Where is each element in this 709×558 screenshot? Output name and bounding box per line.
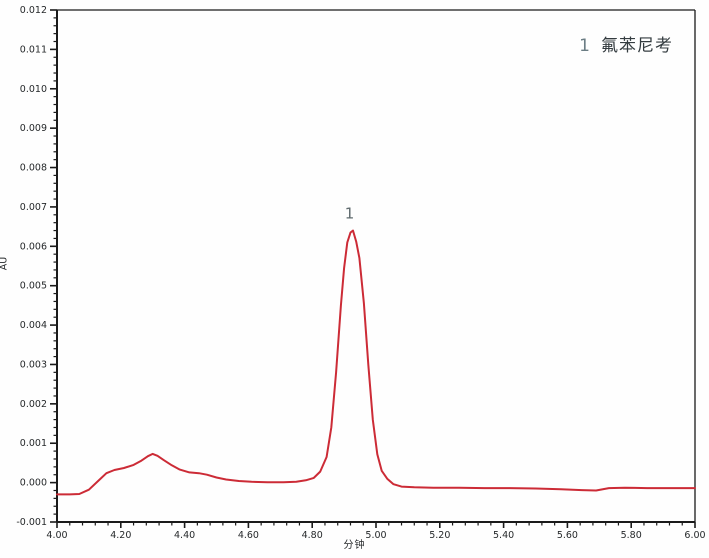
y-axis-title: AU [0, 256, 10, 271]
y-tick-label: 0.000 [20, 478, 47, 489]
y-tick-label: 0.009 [20, 123, 47, 134]
y-tick-label: 0.011 [20, 44, 47, 55]
x-tick-label: 5.00 [365, 530, 386, 541]
x-tick-label: 4.00 [46, 530, 67, 541]
legend-peak-number: 1 [579, 36, 591, 56]
chromatogram-trace [56, 229, 696, 496]
legend: 1 氟苯尼考 [579, 31, 673, 56]
x-tick-label: 5.20 [429, 530, 450, 541]
y-tick-label: 0.008 [20, 163, 47, 174]
y-tick-label: 0.006 [20, 241, 47, 252]
y-tick-label: 0.004 [20, 320, 47, 331]
peak-label: 1 [345, 205, 355, 223]
legend-peak-name: 氟苯尼考 [601, 36, 673, 56]
y-tick-label: 0.010 [20, 84, 47, 95]
y-tick-label: 0.001 [20, 438, 47, 449]
y-tick-label: 0.005 [20, 281, 47, 292]
x-tick-label: 4.60 [238, 530, 259, 541]
y-tick-label: -0.001 [16, 517, 47, 528]
x-axis-title: 分钟 [343, 540, 366, 551]
x-tick-label: 6.00 [684, 530, 705, 541]
x-tick-label: 4.20 [110, 530, 131, 541]
y-tick-label: 0.002 [20, 399, 47, 410]
y-tick-label: 0.003 [20, 359, 47, 370]
y-tick-label: 0.007 [20, 202, 47, 213]
y-tick-label: 0.012 [20, 5, 47, 16]
x-tick-label: 5.40 [493, 530, 514, 541]
x-tick-label: 5.80 [621, 530, 642, 541]
x-tick-label: 4.80 [302, 530, 323, 541]
x-tick-label: 5.60 [557, 530, 578, 541]
x-tick-label: 4.40 [174, 530, 195, 541]
